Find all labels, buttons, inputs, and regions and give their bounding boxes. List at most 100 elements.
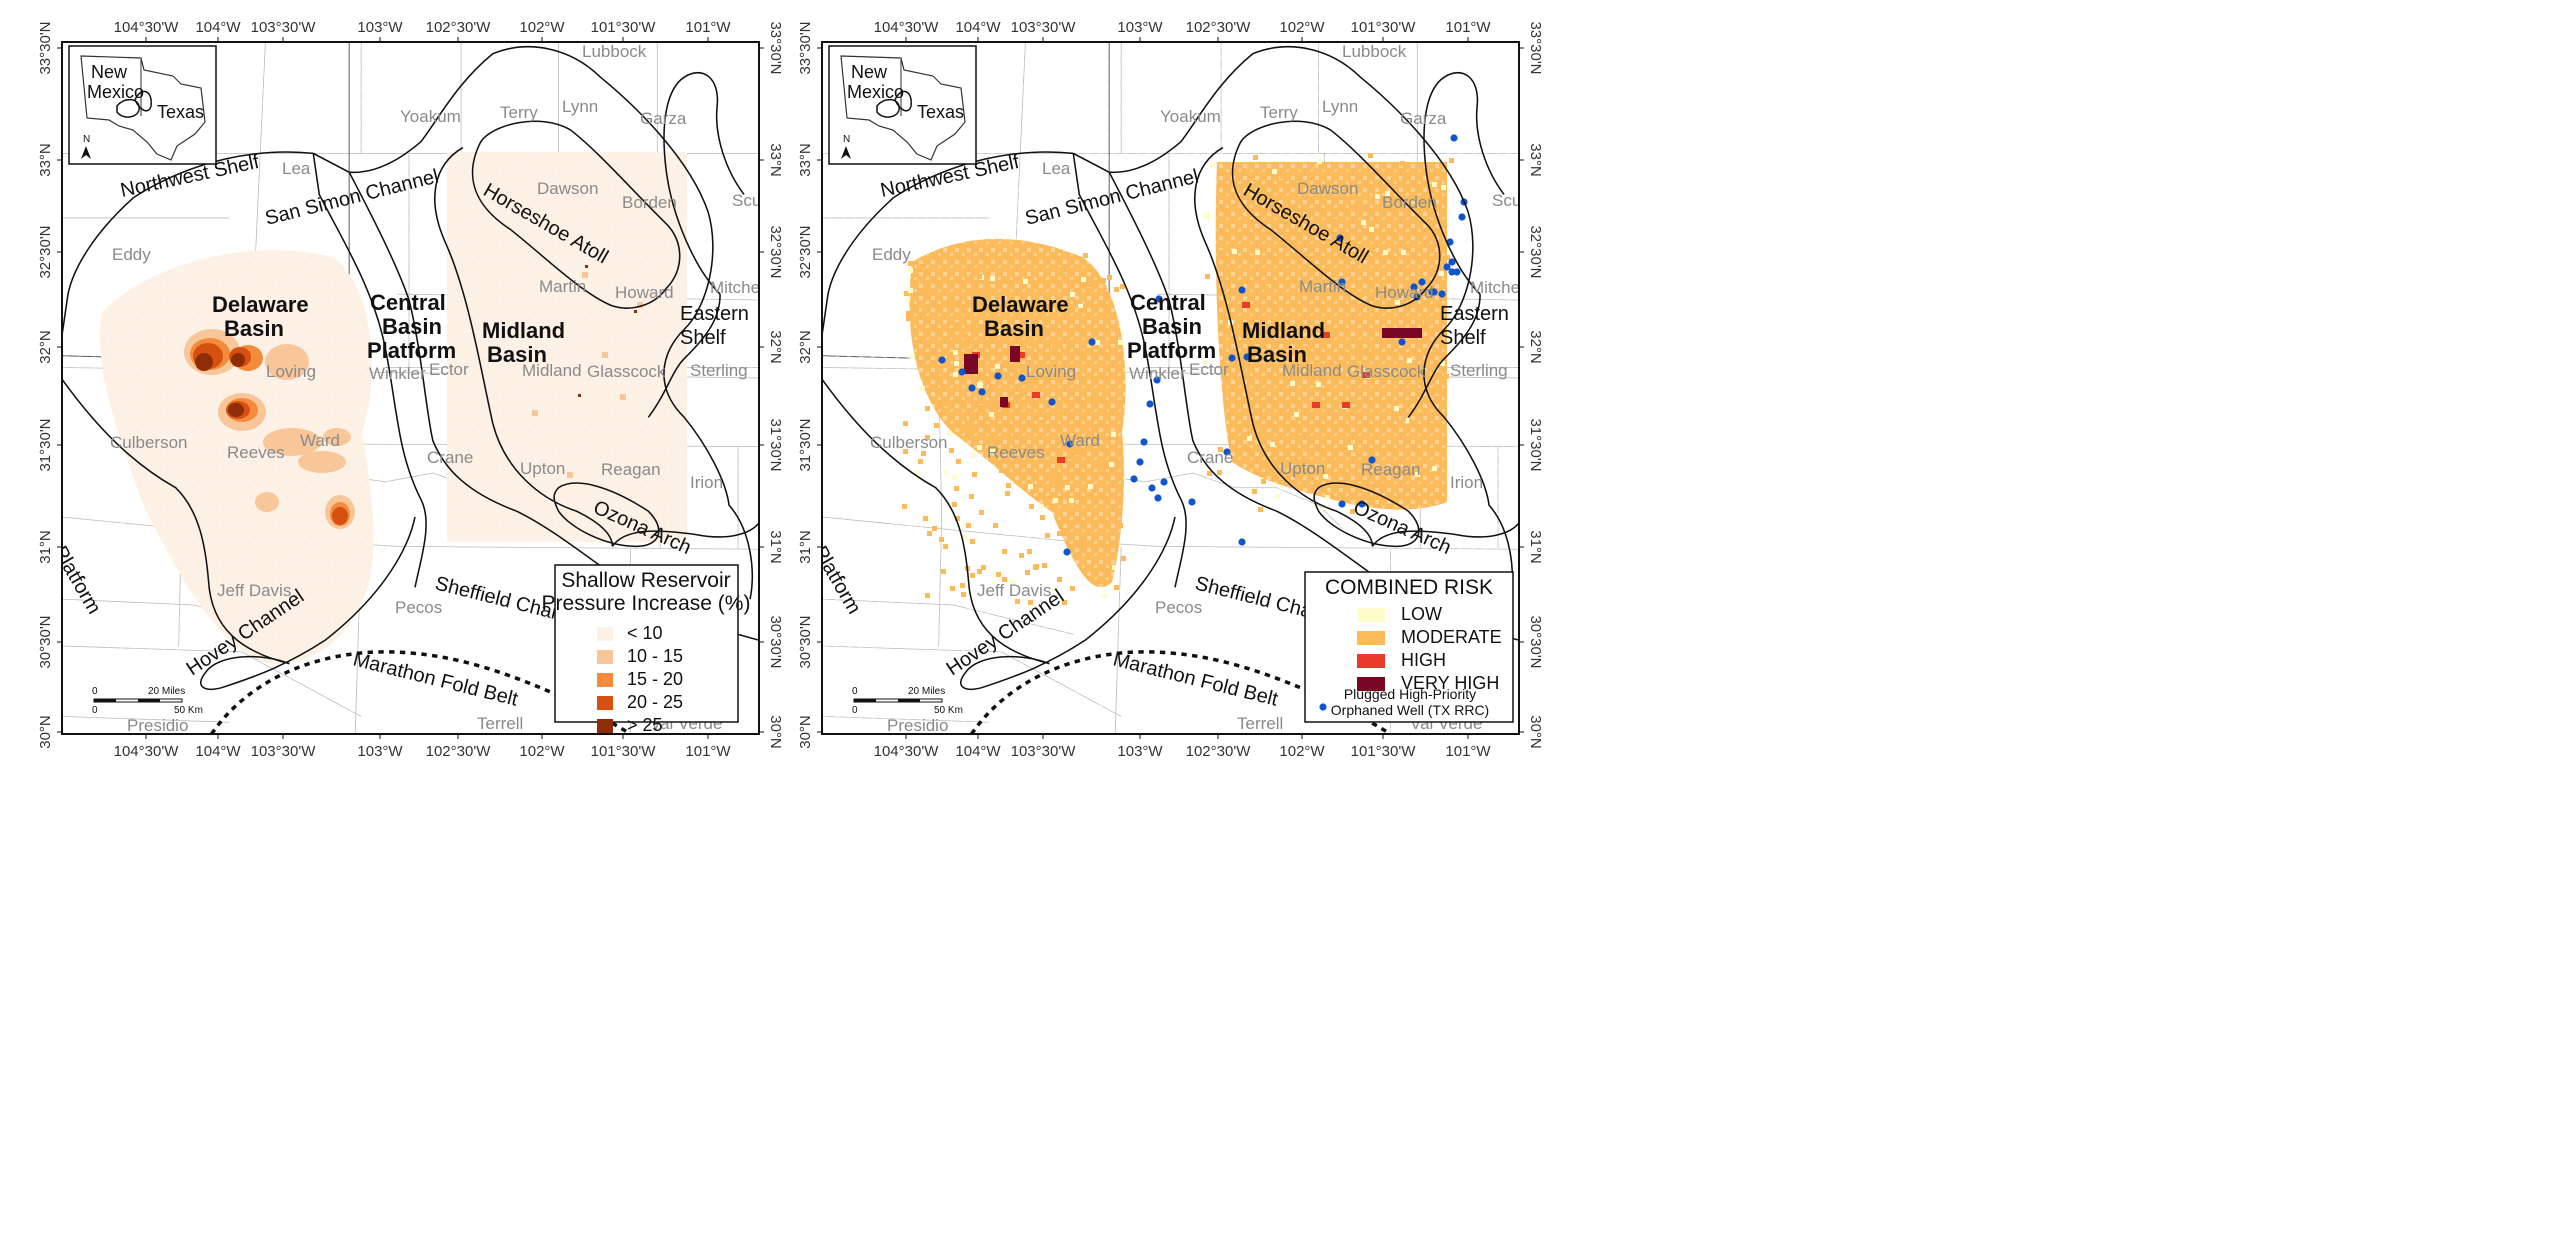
legend-swatch: [597, 673, 613, 687]
risk-cell: [1010, 580, 1015, 585]
delaware-basin-label-2: Basin: [224, 316, 284, 341]
risk-cell: [969, 494, 974, 499]
risk-cell-high: [1057, 457, 1065, 463]
county-label: Ector: [429, 360, 469, 379]
orphaned-well-point: [1430, 288, 1438, 296]
risk-cell: [1261, 479, 1266, 484]
risk-cell-very-high: [1000, 397, 1008, 407]
risk-cell: [915, 471, 920, 476]
legend-item-label: HIGH: [1401, 650, 1446, 670]
longitude-label-bottom: 103°W: [357, 743, 403, 760]
risk-cell: [1118, 340, 1123, 345]
north-label: N: [83, 134, 90, 145]
risk-cell: [904, 291, 909, 296]
county-label: Reeves: [987, 443, 1045, 462]
risk-cell: [1039, 504, 1044, 509]
county-label: Kent: [1522, 109, 1557, 128]
risk-cell: [1368, 153, 1373, 158]
risk-cell: [1383, 250, 1388, 255]
latitude-label-left: 31°30'N: [37, 418, 54, 471]
risk-cell: [985, 276, 990, 281]
orphaned-well-point: [1238, 286, 1246, 294]
risk-cell: [1005, 491, 1010, 496]
eastern-shelf-label-1: Eastern: [680, 303, 749, 325]
orphaned-well-point: [1088, 338, 1096, 346]
risk-cell: [1395, 300, 1400, 305]
county-label: Upton: [520, 459, 565, 478]
latitude-label-left: 30°N: [797, 715, 814, 749]
orphaned-well-point: [978, 388, 986, 396]
risk-cell: [1424, 319, 1429, 324]
risk-cell-high: [1312, 402, 1320, 408]
risk-cell: [1309, 176, 1314, 181]
risk-cell: [1223, 303, 1228, 308]
longitude-label-bottom: 101°30'W: [1351, 743, 1417, 760]
risk-cell-high: [1342, 402, 1350, 408]
risk-cell: [1432, 182, 1437, 187]
latitude-label-left: 31°30'N: [797, 418, 814, 471]
risk-cell: [1069, 454, 1074, 459]
orphaned-well-point: [1336, 234, 1344, 242]
county-label: Midland: [1282, 361, 1342, 380]
county-label: Sterling: [1450, 361, 1508, 380]
risk-cell: [1241, 367, 1246, 372]
risk-cell: [1362, 193, 1367, 198]
pressure-patch: [231, 353, 245, 367]
risk-cell-high: [1017, 352, 1025, 358]
county-label: Garza: [640, 109, 687, 128]
risk-cell: [1112, 565, 1117, 570]
risk-cell: [1361, 220, 1366, 225]
orphaned-well-point: [1048, 398, 1056, 406]
risk-cell: [949, 448, 954, 453]
risk-cell: [1382, 438, 1387, 443]
orphaned-well-point: [1238, 538, 1246, 546]
scale-miles-label: 20 Miles: [908, 686, 945, 697]
risk-cell: [1394, 406, 1399, 411]
risk-cell-high: [1362, 372, 1370, 378]
risk-cell: [1029, 401, 1034, 406]
risk-cell: [1023, 279, 1028, 284]
eastern-shelf-label-1: Eastern: [1440, 303, 1509, 325]
orphaned-well-point: [1448, 268, 1456, 276]
risk-cell: [1348, 445, 1353, 450]
risk-cell: [1323, 474, 1328, 479]
risk-cell: [1207, 471, 1212, 476]
risk-cell: [1219, 250, 1224, 255]
risk-cell: [1415, 472, 1420, 477]
central-basin-platform-label-3: Platform: [1127, 338, 1216, 363]
longitude-label-bottom: 103°W: [1117, 743, 1163, 760]
risk-cell: [1325, 239, 1330, 244]
risk-cell: [1439, 271, 1444, 276]
risk-cell: [1109, 462, 1114, 467]
risk-cell: [922, 307, 927, 312]
county-label: Dawson: [1297, 179, 1358, 198]
county-label: Lubbock: [1342, 42, 1407, 61]
risk-cell: [955, 322, 960, 327]
pressure-cell: [620, 394, 626, 400]
orphaned-well-point: [1453, 268, 1461, 276]
risk-cell: [1022, 402, 1027, 407]
risk-cell: [1070, 586, 1075, 591]
risk-cell: [1045, 533, 1050, 538]
pressure-patch: [263, 428, 321, 456]
risk-cell: [1114, 585, 1119, 590]
risk-cell: [977, 569, 982, 574]
risk-cell-high: [1322, 332, 1330, 338]
county-label: Presidio: [887, 716, 948, 735]
risk-cell: [1294, 360, 1299, 365]
latitude-label-left: 30°30'N: [797, 615, 814, 668]
risk-cell: [1441, 185, 1446, 190]
risk-cell: [943, 470, 948, 475]
risk-cell: [1371, 348, 1376, 353]
county-label: Lynn: [1322, 97, 1358, 116]
pressure-cell: [532, 410, 538, 416]
county-label: Lea: [1042, 159, 1071, 178]
longitude-label-top: 103°30'W: [251, 19, 317, 36]
left-map-panel: Lubbock Yoakum Terry Lynn Garza Kent Lea Dawson…: [37, 19, 784, 760]
orphaned-well-point: [1243, 353, 1251, 361]
risk-cell: [961, 592, 966, 597]
risk-cell: [1354, 202, 1359, 207]
risk-cell: [995, 364, 1000, 369]
risk-cell-high: [1242, 302, 1250, 308]
